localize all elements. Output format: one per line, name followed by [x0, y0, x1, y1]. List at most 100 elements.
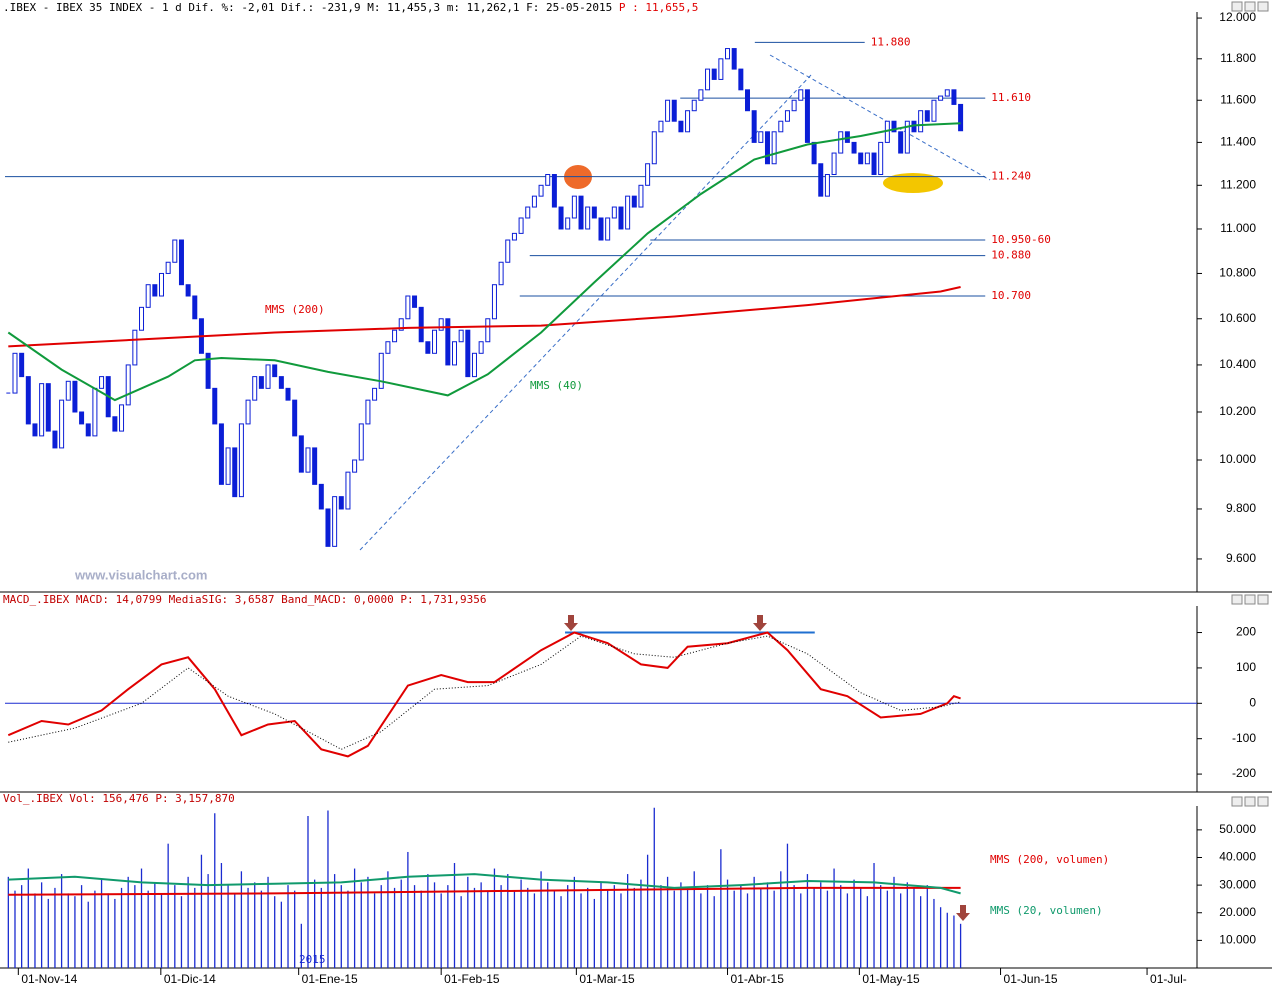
header-info: .IBEX - IBEX 35 INDEX - 1 d Dif. %: -2,0…: [3, 1, 612, 14]
candle: [332, 496, 338, 547]
candle: [818, 163, 824, 197]
y-tick-label: 50.000: [1219, 822, 1256, 836]
candle: [645, 163, 651, 186]
candle: [365, 399, 371, 425]
candle: [764, 131, 770, 165]
series-label: MMS (200): [265, 303, 325, 316]
candle: [525, 206, 531, 219]
candle: [25, 376, 31, 425]
candle: [425, 341, 431, 354]
x-tick-label: 01-Abr-15: [731, 972, 785, 986]
candle: [99, 376, 105, 389]
series-line: [8, 286, 961, 348]
candle: [352, 459, 358, 473]
candle: [312, 447, 318, 485]
y-tick-label: 11.400: [1220, 135, 1256, 149]
candle: [152, 284, 158, 297]
trendline: [359, 73, 813, 551]
series-label: MMS (20, volumen): [990, 904, 1103, 917]
candle: [325, 508, 331, 547]
button[interactable]: [1231, 594, 1243, 605]
candle: [665, 99, 671, 122]
candle: [625, 195, 631, 230]
trendline: [769, 54, 991, 181]
candle: [125, 364, 131, 406]
y-tick-label: 10.400: [1219, 357, 1256, 371]
candle: [784, 110, 790, 122]
candle: [698, 89, 704, 101]
candle: [172, 239, 178, 263]
candle: [731, 48, 737, 70]
candle: [278, 376, 284, 389]
series-line: [7, 122, 961, 402]
candle: [305, 447, 311, 473]
candle: [511, 232, 517, 241]
candle: [904, 120, 910, 154]
candle: [85, 423, 91, 437]
y-tick-label: 20.000: [1219, 905, 1256, 919]
candle: [705, 68, 711, 91]
candle: [565, 217, 571, 230]
candle: [864, 152, 870, 165]
candle: [558, 206, 564, 230]
candle: [891, 120, 897, 133]
candle: [258, 376, 264, 389]
watermark: www.visualchart.com: [74, 567, 207, 582]
candle: [951, 89, 957, 105]
candle: [618, 206, 624, 230]
candle: [272, 364, 278, 378]
candle: [938, 95, 944, 101]
button[interactable]: [1231, 1, 1243, 12]
candle: [918, 110, 924, 133]
y-tick-label: 10.200: [1219, 404, 1256, 418]
arrow: [956, 905, 970, 921]
button[interactable]: [1244, 796, 1256, 807]
arrows: [564, 615, 970, 921]
button[interactable]: [1257, 796, 1269, 807]
candle: [19, 352, 25, 378]
candle: [811, 141, 817, 165]
candle: [192, 295, 198, 320]
candle: [685, 110, 691, 133]
arrow: [753, 615, 767, 631]
button[interactable]: [1257, 594, 1269, 605]
year-label: 2015: [299, 953, 326, 966]
button[interactable]: [1244, 594, 1256, 605]
candle: [285, 387, 291, 401]
y-tick-label: 200: [1236, 625, 1256, 639]
candle: [45, 383, 51, 432]
candle: [298, 435, 304, 473]
candle: [824, 174, 830, 197]
candle: [358, 423, 364, 461]
candle: [551, 174, 557, 208]
candle: [678, 120, 684, 133]
candle: [545, 174, 551, 186]
button[interactable]: [1244, 1, 1256, 12]
frame: [0, 12, 1272, 969]
button[interactable]: [1257, 1, 1269, 12]
candle: [72, 380, 78, 413]
candle: [944, 89, 950, 97]
candle: [798, 89, 804, 101]
candle: [718, 58, 724, 80]
candle: [878, 141, 884, 176]
candle: [958, 103, 964, 132]
candle: [725, 48, 731, 60]
candle: [245, 399, 251, 425]
candle: [771, 131, 777, 165]
window-buttons[interactable]: [1231, 1, 1269, 807]
trendlines: [359, 54, 991, 551]
candle: [238, 423, 244, 498]
candle: [225, 447, 231, 485]
button[interactable]: [1231, 796, 1243, 807]
candle: [132, 329, 138, 366]
candle: [178, 239, 184, 286]
y-tick-label: 9.800: [1226, 501, 1256, 515]
candle: [39, 383, 45, 437]
candle: [578, 195, 584, 230]
candle: [338, 496, 344, 510]
candle: [711, 68, 717, 80]
candle: [471, 352, 477, 378]
candle: [758, 131, 764, 143]
